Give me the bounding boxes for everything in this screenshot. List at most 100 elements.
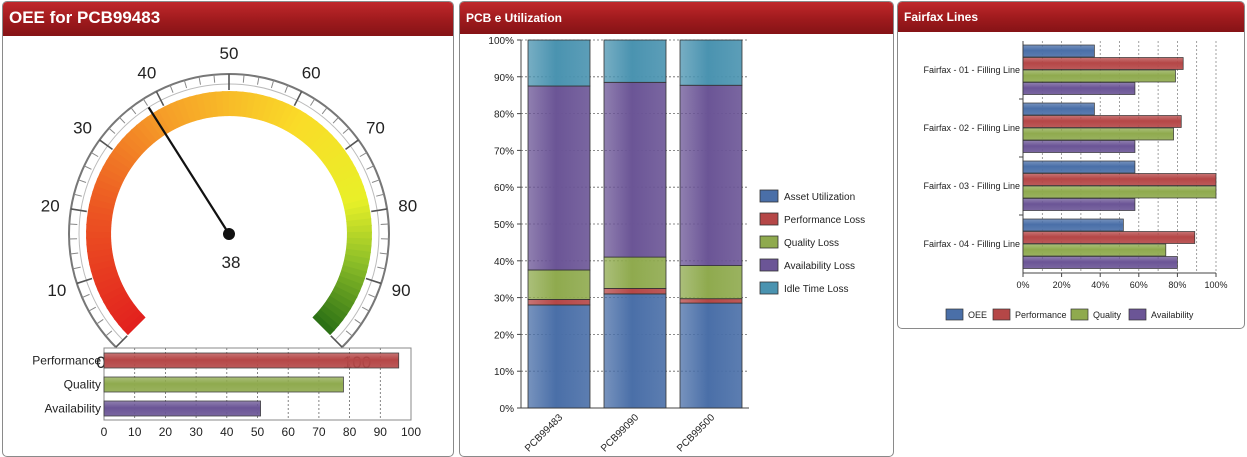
gauge-minor-tick	[72, 266, 81, 270]
fairfax-bar	[1022, 44, 1095, 58]
gauge-major-tick	[155, 91, 165, 107]
gauge-minor-tick	[73, 193, 82, 197]
kpi-bar	[103, 376, 344, 393]
gauge-minor-tick	[91, 152, 99, 158]
kpi-category-label: Availability	[45, 402, 101, 416]
util-legend-swatch	[759, 258, 779, 272]
fairfax-x-tick-label: 80%	[1168, 280, 1186, 290]
fairfax-legend-swatch	[945, 308, 964, 321]
gauge-needle-hub	[223, 228, 235, 240]
fairfax-legend-label: Performance	[1015, 310, 1067, 320]
fairfax-x-tick-label: 40%	[1091, 280, 1109, 290]
kpi-x-tick-label: 70	[312, 425, 326, 439]
gauge-minor-tick	[376, 193, 385, 197]
fairfax-bar	[1022, 256, 1178, 269]
fairfax-category-label: Fairfax - 04 - Filling Line	[923, 239, 1020, 249]
gauge-major-tick	[293, 91, 303, 107]
fairfax-bar	[1022, 173, 1217, 186]
kpi-x-tick-label: 80	[343, 425, 357, 439]
utilization-stacked-chart: 0% 10% 20% 30% 40% 50% 60% 70% 80% 90% 100% PCB9948…	[488, 36, 865, 454]
util-y-tick-label: 100%	[488, 36, 514, 47]
gauge-major-tick	[115, 335, 128, 348]
util-x-tick-label: PCB99500	[675, 412, 717, 454]
fairfax-x-tick-label: 60%	[1130, 280, 1148, 290]
kpi-x-tick-label: 100	[401, 425, 421, 439]
gauge-major-tick	[70, 208, 87, 213]
gauge-major-tick	[365, 277, 382, 285]
gauge-minor-tick	[96, 319, 104, 325]
util-y-tick-label: 40%	[494, 257, 514, 268]
gauge-tick-label: 70	[366, 119, 385, 138]
gauge-major-tick	[76, 277, 93, 285]
util-legend-label: Asset Utilization	[784, 192, 855, 203]
util-y-tick-label: 80%	[494, 110, 514, 121]
util-y-tick-label: 30%	[494, 294, 514, 305]
kpi-x-tick-label: 10	[128, 425, 142, 439]
util-bar-segment	[679, 39, 743, 86]
fairfax-lines-chart: 0% 20% 40% 60% 80% 100% Fairfax - 01 - Filling…	[923, 41, 1228, 321]
util-legend-swatch	[759, 281, 779, 295]
gauge-minor-tick	[130, 107, 137, 115]
util-legend-label: Availability Loss	[784, 261, 855, 272]
fairfax-x-tick-label: 0%	[1016, 280, 1029, 290]
fairfax-category-label: Fairfax - 03 - Filling Line	[923, 181, 1020, 191]
gauge-minor-tick	[69, 223, 78, 225]
gauge-minor-tick	[198, 76, 202, 85]
util-y-tick-label: 0%	[500, 404, 515, 415]
gauge-minor-tick	[345, 330, 353, 337]
gauge-minor-tick	[361, 306, 370, 312]
util-bar-segment	[527, 299, 591, 306]
kpi-category-label: Performance	[32, 354, 101, 368]
kpi-category-label: Quality	[64, 378, 101, 392]
gauge-minor-tick	[310, 98, 316, 106]
fairfax-bar	[1022, 127, 1174, 141]
gauge-tick-label: 50	[220, 44, 239, 63]
fairfax-bar	[1022, 160, 1136, 174]
gauge-minor-tick	[380, 223, 389, 225]
fairfax-x-tick-label: 20%	[1053, 280, 1071, 290]
fairfax-bar	[1022, 140, 1136, 153]
util-bar-segment	[603, 39, 667, 83]
utilization-panel: PCB e Utilization 0% 10% 20% 30% 40% 50% 60% 70…	[459, 1, 894, 457]
kpi-x-tick-label: 60	[282, 425, 296, 439]
gauge-minor-tick	[366, 165, 374, 170]
gauge-major-tick	[330, 335, 343, 348]
gauge-minor-tick	[368, 293, 377, 299]
utilization-panel-title: PCB e Utilization	[460, 2, 893, 34]
util-y-tick-label: 60%	[494, 183, 514, 194]
util-y-tick-label: 50%	[494, 220, 514, 231]
kpi-x-tick-label: 20	[159, 425, 173, 439]
fairfax-bar	[1022, 102, 1095, 116]
util-y-tick-label: 20%	[494, 330, 514, 341]
kpi-x-tick-label: 50	[251, 425, 265, 439]
kpi-bar-chart: 0 10 20 30 40 50 60 70 80 90 100 Performance Quality…	[32, 347, 421, 439]
fairfax-legend-swatch	[1128, 308, 1147, 321]
fairfax-category-label: Fairfax - 01 - Filling Line	[923, 65, 1020, 75]
gauge-minor-tick	[377, 266, 386, 270]
fairfax-panel-title: Fairfax Lines	[898, 2, 1244, 32]
util-bar-segment	[527, 39, 591, 87]
gauge-tick-label: 80	[398, 197, 417, 216]
gauge-tick-label: 60	[302, 64, 321, 83]
gauge-major-tick	[99, 139, 113, 151]
oee-panel-title: OEE for PCB99483	[3, 2, 453, 36]
gauge-minor-tick	[108, 127, 116, 134]
util-legend-label: Quality Loss	[784, 238, 839, 249]
gauge-minor-tick	[342, 127, 350, 134]
gauge-value-label: 38	[221, 253, 241, 272]
util-bar-segment	[527, 85, 591, 271]
util-y-tick-label: 90%	[494, 73, 514, 84]
gauge-minor-tick	[183, 80, 188, 89]
gauge-minor-tick	[105, 330, 113, 337]
gauge-tick-label: 40	[137, 64, 156, 83]
gauge-tick-label: 0	[96, 353, 105, 372]
gauge-minor-tick	[119, 117, 126, 124]
fairfax-x-tick-label: 100%	[1204, 280, 1227, 290]
gauge-minor-tick	[84, 165, 92, 170]
fairfax-bar	[1022, 57, 1184, 70]
gauge-minor-tick	[270, 80, 275, 89]
util-legend-label: Performance Loss	[784, 215, 865, 226]
util-bar-segment	[527, 269, 591, 300]
kpi-x-tick-label: 0	[101, 425, 108, 439]
